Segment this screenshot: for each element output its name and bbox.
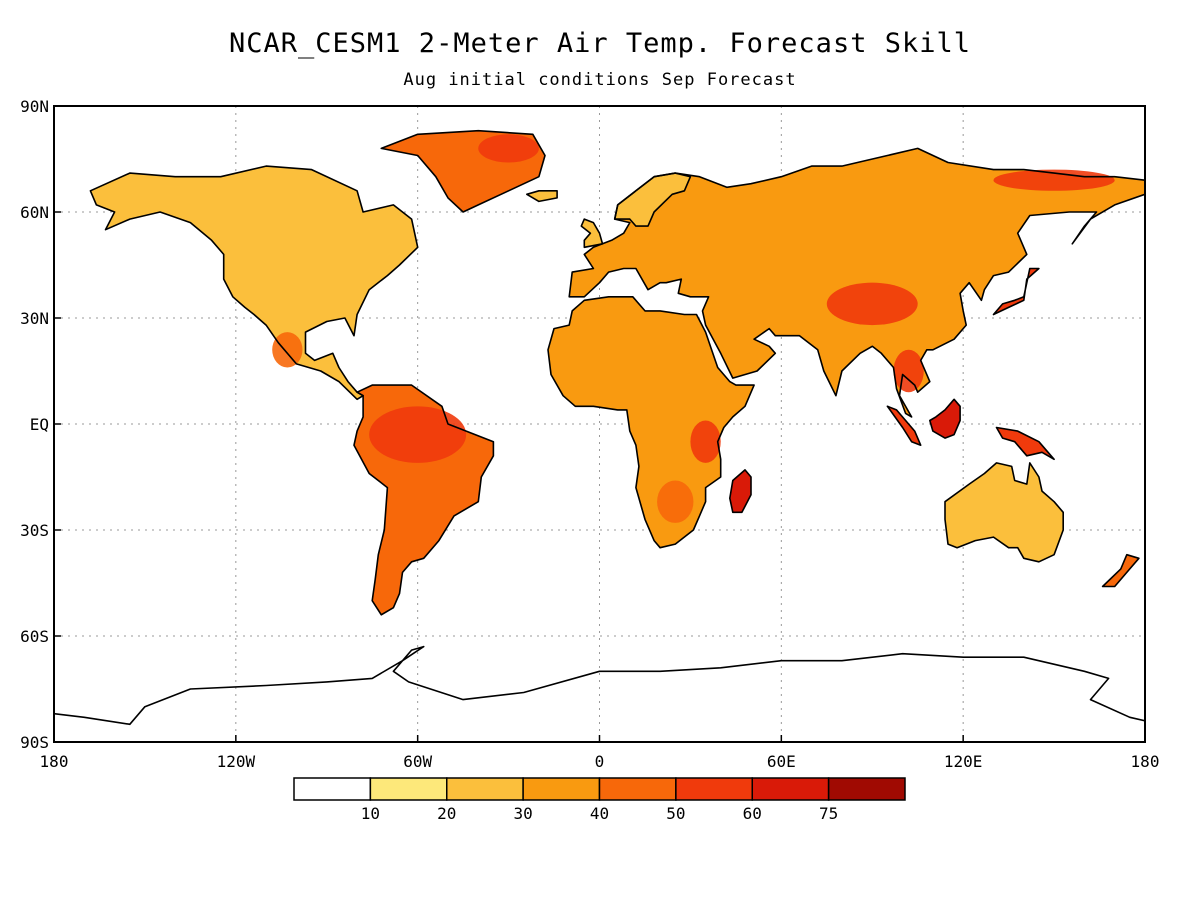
colorbar: 10 20 30 40 50 60 75 bbox=[293, 777, 906, 823]
coastline-greenland bbox=[380, 129, 546, 213]
colorbar-swatch bbox=[598, 777, 677, 801]
coastline-madagascar bbox=[728, 469, 752, 514]
colorbar-level-label: 20 bbox=[437, 804, 456, 823]
lat-tick-label: 90N bbox=[20, 97, 49, 116]
colorbar-swatch bbox=[827, 777, 906, 801]
land-eurasia bbox=[569, 148, 1145, 417]
coastline-africa bbox=[547, 295, 755, 549]
hotspot-east-africa bbox=[690, 420, 721, 463]
colorbar-swatch bbox=[751, 777, 830, 801]
land-scandinavia bbox=[614, 173, 691, 227]
coastline-eurasia bbox=[568, 147, 1145, 418]
lon-tick-label: 60E bbox=[767, 752, 796, 771]
lat-tick-label: 30N bbox=[20, 309, 49, 328]
coastlines bbox=[54, 129, 1145, 726]
hotspot-mexico bbox=[272, 332, 303, 368]
coastline-japan bbox=[992, 267, 1040, 316]
coastline-sumatra bbox=[886, 405, 922, 447]
skill-hotspots bbox=[272, 134, 1115, 523]
coastline-scandinavia bbox=[613, 172, 692, 227]
map-subtitle: Aug initial conditions Sep Forecast bbox=[403, 70, 797, 90]
coastline-iceland bbox=[525, 190, 558, 203]
coastline-new-zealand bbox=[1101, 553, 1140, 588]
colorbar-level-label: 60 bbox=[743, 804, 762, 823]
land-britain bbox=[581, 219, 603, 248]
coastline-south-america bbox=[353, 384, 495, 616]
coastline-britain bbox=[580, 218, 604, 249]
colorbar-level-label: 30 bbox=[513, 804, 532, 823]
lat-tick-label: EQ bbox=[30, 415, 49, 434]
colorbar-level-label: 40 bbox=[590, 804, 609, 823]
land-borneo bbox=[929, 399, 961, 439]
hotspot-greenland-east bbox=[478, 134, 539, 163]
map-title: NCAR_CESM1 2-Meter Air Temp. Forecast Sk… bbox=[229, 28, 971, 59]
lon-tick-label: 0 bbox=[595, 752, 605, 771]
coastline-north-america bbox=[89, 165, 419, 401]
hotspot-tibet bbox=[826, 282, 918, 326]
colorbar-swatch bbox=[522, 777, 601, 801]
lon-tick-label: 180 bbox=[40, 752, 69, 771]
colorbar-swatch bbox=[675, 777, 753, 801]
lon-tick-label: 180 bbox=[1131, 752, 1160, 771]
lat-tick-label: 90S bbox=[20, 733, 49, 752]
land-sumatra bbox=[887, 406, 921, 446]
lon-tick-label: 120W bbox=[217, 752, 256, 771]
hotspot-southern-africa bbox=[657, 480, 694, 523]
coastline-antarctica bbox=[54, 645, 1145, 726]
coastline-new-guinea bbox=[995, 426, 1055, 461]
land-north-america bbox=[90, 166, 418, 400]
hotspot-amazon bbox=[369, 406, 467, 463]
land-africa bbox=[548, 296, 755, 548]
colorbar-swatch bbox=[446, 777, 524, 801]
hotspot-siberia-north bbox=[993, 169, 1115, 191]
coastline-australia bbox=[944, 462, 1064, 563]
colorbar-level-label: 10 bbox=[361, 804, 380, 823]
lon-tick-label: 60W bbox=[403, 752, 432, 771]
colorbar-swatch bbox=[293, 777, 372, 801]
lat-tick-label: 60S bbox=[20, 627, 49, 646]
colorbar-swatch bbox=[369, 777, 448, 801]
colorbar-level-label: 75 bbox=[819, 804, 838, 823]
lon-tick-label: 120E bbox=[944, 752, 983, 771]
land-australia bbox=[945, 462, 1064, 562]
lat-tick-label: 30S bbox=[20, 521, 49, 540]
coastline-borneo bbox=[928, 398, 961, 439]
colorbar-level-label: 50 bbox=[666, 804, 685, 823]
hotspot-indochina bbox=[893, 349, 924, 393]
land-new-guinea bbox=[996, 427, 1055, 460]
lat-tick-label: 60N bbox=[20, 203, 49, 222]
land-madagascar bbox=[729, 469, 751, 513]
